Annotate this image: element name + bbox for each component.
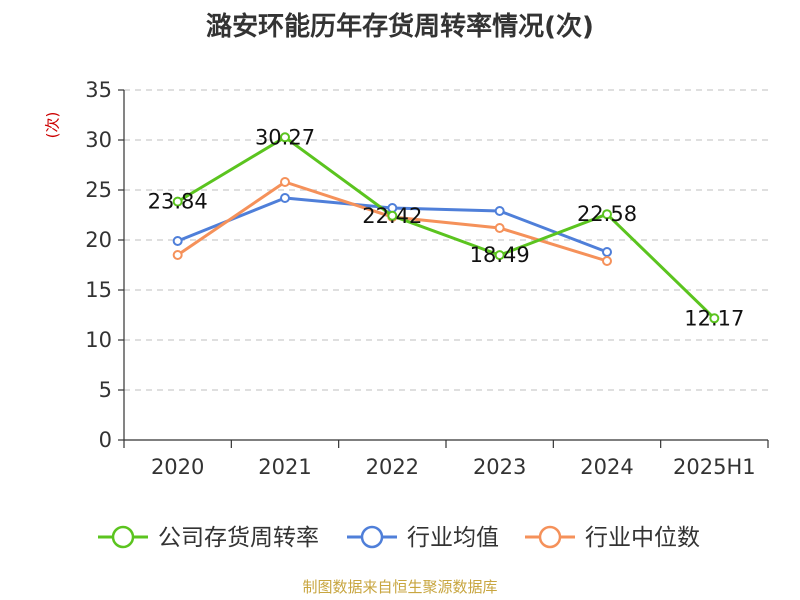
x-tick-label-2023: 2023 <box>473 455 526 479</box>
y-tick-label-20: 20 <box>85 228 112 252</box>
y-tick-label-35: 35 <box>85 78 112 102</box>
point-s0-2020 <box>172 196 183 207</box>
point-s0-2023 <box>494 250 505 261</box>
data-label-2022: 22.42 <box>362 204 422 228</box>
legend-marker-1 <box>360 525 384 549</box>
y-tick-label-5: 5 <box>99 378 112 402</box>
y-tick-label-25: 25 <box>85 178 112 202</box>
point-s0-2024 <box>602 209 612 220</box>
point-s1-2024 <box>602 247 612 257</box>
y-tick-label-15: 15 <box>85 278 112 302</box>
data-label-2021: 30.27 <box>255 125 315 149</box>
data-label-2025H1: 12.17 <box>684 306 744 330</box>
y-tick-label-30: 30 <box>85 128 112 152</box>
point-s1-2020 <box>172 236 183 246</box>
point-s0-2022 <box>387 210 398 221</box>
legend-label-2: 行业中位数 <box>585 525 700 551</box>
legend-marker-0 <box>111 525 135 549</box>
x-tick-label-2020: 2020 <box>151 455 204 479</box>
x-tick-label-2025H1: 2025H1 <box>673 455 756 479</box>
point-s2-2021 <box>280 177 290 187</box>
point-s0-2025H1 <box>709 313 720 324</box>
legend: 公司存货周转率 行业均值 行业中位数 <box>98 525 700 551</box>
point-s2-2023 <box>494 223 505 233</box>
x-tick-label-2021: 2021 <box>258 455 311 479</box>
data-labels: 23.84 30.27 22.42 18.49 22.58 12.17 <box>148 125 745 330</box>
gridlines <box>124 89 768 391</box>
x-tick-label-2024: 2024 <box>580 455 633 479</box>
series-line-0 <box>176 135 716 320</box>
legend-label-1: 行业均值 <box>407 525 499 551</box>
point-s1-2021 <box>280 193 290 203</box>
series-lines <box>172 132 720 324</box>
x-tick-label-2022: 2022 <box>366 455 419 479</box>
point-s2-2024 <box>602 256 612 266</box>
point-s1-2023 <box>494 206 505 216</box>
y-tick-label-10: 10 <box>85 328 112 352</box>
y-tick-label-0: 0 <box>99 428 112 452</box>
data-label-2020: 23.84 <box>148 190 208 214</box>
legend-marker-2 <box>538 525 562 549</box>
data-label-2024: 22.58 <box>577 202 637 226</box>
data-label-2023: 18.49 <box>470 243 530 267</box>
chart-title: 潞安环能历年存货周转率情况(次) <box>206 12 594 42</box>
source-note: 制图数据来自恒生聚源数据库 <box>302 578 498 596</box>
point-s2-2020 <box>172 250 183 260</box>
legend-label-0: 公司存货周转率 <box>158 525 319 551</box>
point-s0-2021 <box>280 132 290 143</box>
axes: 0 5 10 15 20 25 30 35 2020 2021 2022 2023 2024 2025H1 <box>85 78 769 479</box>
